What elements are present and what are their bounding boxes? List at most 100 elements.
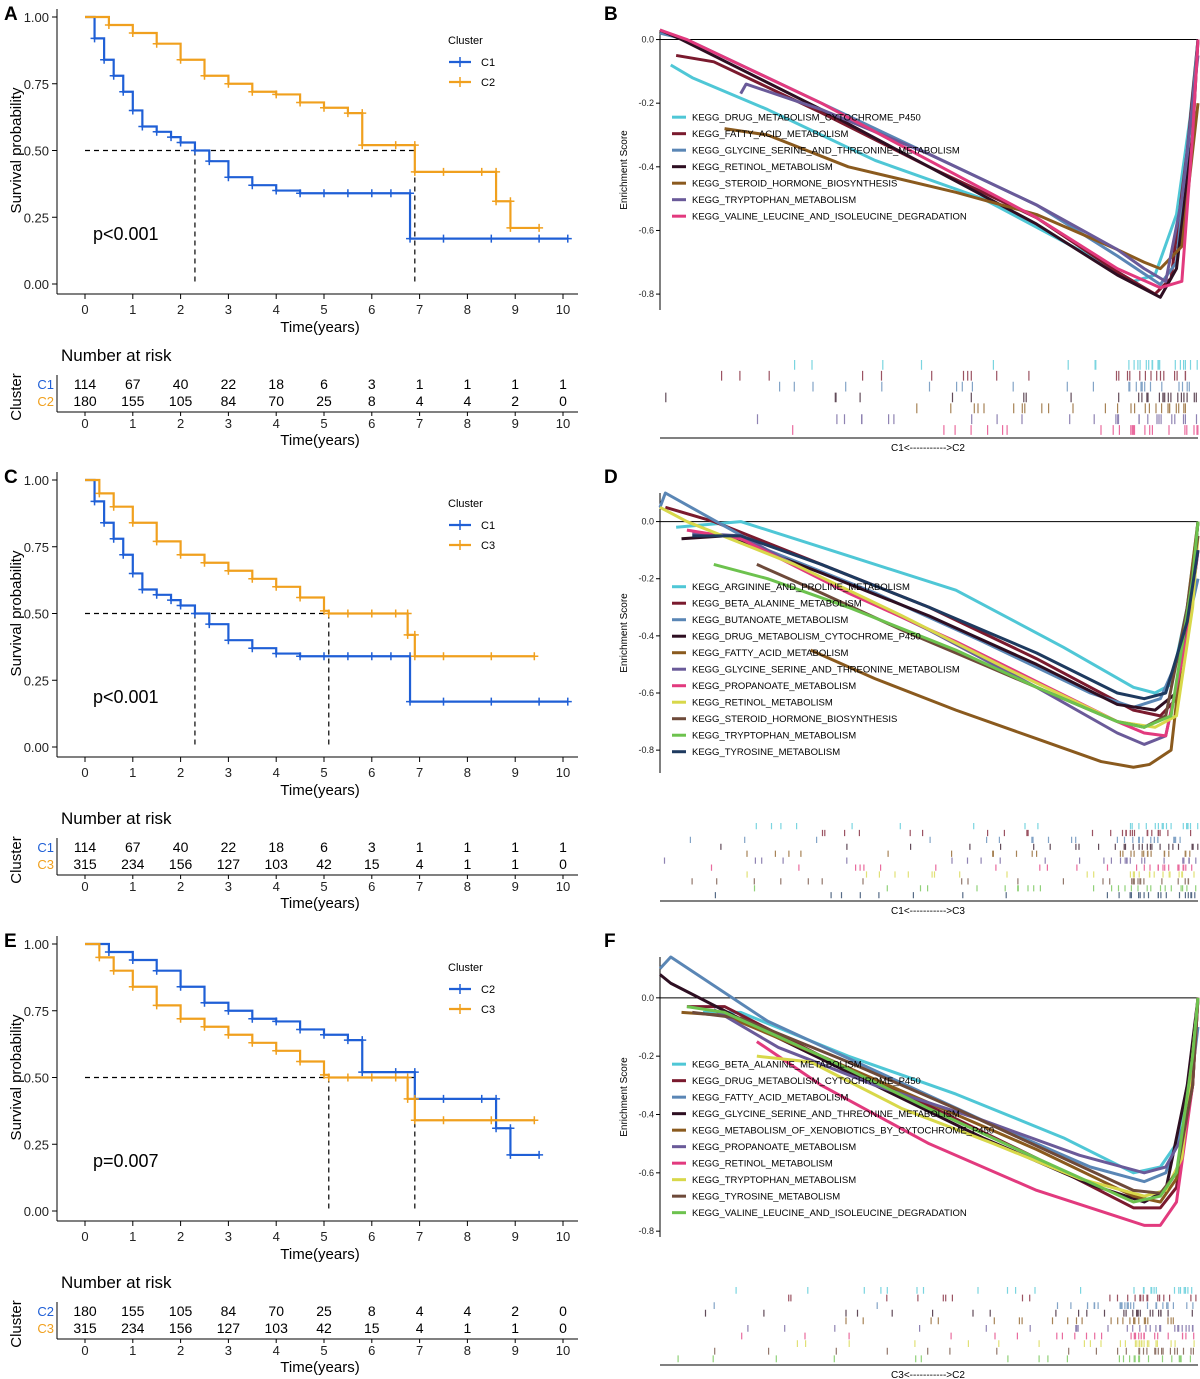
censor-mark [506, 223, 515, 232]
censor-mark [406, 697, 415, 706]
risk-x-tick-label: 0 [81, 416, 88, 431]
y-axis-title: Survival probability [8, 87, 25, 213]
censor-mark [200, 1022, 209, 1031]
legend-label: C2 [481, 77, 495, 89]
censor-mark [224, 1030, 233, 1039]
risk-table-title: Number at risk [61, 346, 172, 365]
risk-x-tick-label: 6 [368, 879, 375, 894]
hit-marks [677, 1355, 1191, 1363]
risk-cell: 40 [173, 839, 189, 855]
risk-x-tick-label: 10 [556, 1343, 570, 1358]
y-tick-label: 0.25 [24, 1137, 49, 1152]
y-tick-label: -0.8 [638, 745, 654, 755]
risk-row-label: C1 [37, 840, 54, 855]
censor-mark [296, 652, 305, 661]
censor-mark [563, 234, 572, 243]
censor-mark [535, 223, 544, 232]
legend-label: KEGG_STEROID_HORMONE_BIOSYNTHESIS [692, 714, 897, 725]
km-curve-C2 [85, 15, 540, 230]
risk-cell: 1 [559, 839, 567, 855]
censor-mark [506, 197, 515, 206]
censor-mark [109, 534, 118, 543]
x-tick-label: 0 [81, 1229, 88, 1244]
censor-mark [386, 652, 395, 661]
censor-mark [272, 1017, 281, 1026]
censor-mark [320, 1030, 328, 1039]
legend-label: KEGG_FATTY_ACID_METABOLISM [692, 648, 849, 659]
censor-mark [95, 489, 104, 498]
censor-mark [367, 1073, 376, 1082]
panel-letter: B [604, 4, 618, 25]
censor-mark [535, 234, 544, 243]
censor-mark [506, 1124, 515, 1133]
risk-cell: 2 [511, 1303, 519, 1319]
censor-mark [272, 649, 281, 658]
risk-cell: 25 [316, 1303, 332, 1319]
risk-x-tick-label: 0 [81, 1343, 88, 1358]
panel-letter: A [4, 4, 18, 25]
censor-mark [296, 1057, 305, 1066]
censor-mark [200, 558, 209, 567]
risk-x-tick-label: 2 [177, 1343, 184, 1358]
risk-cell: 105 [169, 393, 193, 409]
censor-mark [410, 167, 419, 176]
panel-letter: E [4, 931, 17, 952]
x-tick-label: 2 [177, 765, 184, 780]
es-curve [659, 505, 1200, 729]
censor-mark [492, 1124, 501, 1133]
risk-x-tick-label: 8 [464, 1343, 471, 1358]
risk-cell: 8 [368, 1303, 376, 1319]
x-tick-label: 7 [416, 302, 423, 317]
p-value: p=0.007 [93, 1151, 159, 1171]
legend-label: C1 [481, 57, 495, 69]
km-panel-A: A0.000.250.500.751.000 1 2 3 4 5 6 7 8 9 10Time(ye… [4, 4, 578, 449]
risk-x-tick-label: 5 [320, 1343, 327, 1358]
y-tick-label: -0.6 [638, 1168, 654, 1178]
hit-marks [916, 403, 1186, 414]
censor-mark [152, 537, 161, 546]
legend-label: KEGG_RETINOL_METABOLISM [692, 162, 833, 173]
hit-marks [746, 850, 1191, 857]
hit-marks [746, 871, 1195, 878]
censor-mark [90, 497, 99, 506]
censor-mark [403, 609, 412, 618]
risk-cell: 4 [464, 1303, 472, 1319]
censor-mark [138, 585, 147, 594]
censor-mark [343, 1073, 352, 1082]
risk-cell: 1 [464, 1320, 472, 1336]
hit-marks [756, 414, 1198, 425]
hit-marks [794, 360, 1198, 370]
y-tick-label: 0.25 [24, 210, 49, 225]
censor-mark [439, 652, 448, 661]
hit-marks [714, 892, 1196, 899]
x-axis-title: C1<----------->C2 [891, 443, 965, 454]
hit-marks [735, 1287, 1193, 1294]
risk-cell: 42 [316, 856, 332, 872]
risk-x-tick-label: 4 [273, 416, 280, 431]
es-curve [686, 997, 1200, 1204]
hit-marks [755, 823, 1199, 830]
censor-mark [272, 90, 281, 99]
censor-mark [119, 550, 128, 559]
y-tick-label: -0.6 [638, 688, 654, 698]
censor-mark [487, 234, 496, 243]
censor-mark [367, 189, 376, 198]
gsea-panel-F: F 0.0 -0.2 -0.4 -0.6 -0.8 Enrichment Score KEGG… [604, 931, 1200, 1379]
hit-marks [713, 1302, 1194, 1309]
censor-mark [272, 1046, 281, 1055]
risk-cell: 3 [368, 376, 376, 392]
y-tick-label: 0.50 [24, 144, 49, 159]
risk-x-tick-label: 8 [464, 879, 471, 894]
risk-cell: 42 [316, 1320, 332, 1336]
censor-mark [403, 630, 412, 639]
censor-mark [95, 953, 104, 962]
risk-x-tick-label: 1 [129, 1343, 136, 1358]
risk-cell: 0 [559, 1320, 567, 1336]
risk-cell: 1 [511, 856, 519, 872]
censor-mark [167, 596, 176, 605]
risk-cell: 1 [511, 839, 519, 855]
risk-cell: 18 [268, 839, 284, 855]
censor-mark [205, 620, 214, 629]
x-axis-title: Time(years) [280, 782, 359, 799]
risk-cell: 4 [416, 856, 424, 872]
